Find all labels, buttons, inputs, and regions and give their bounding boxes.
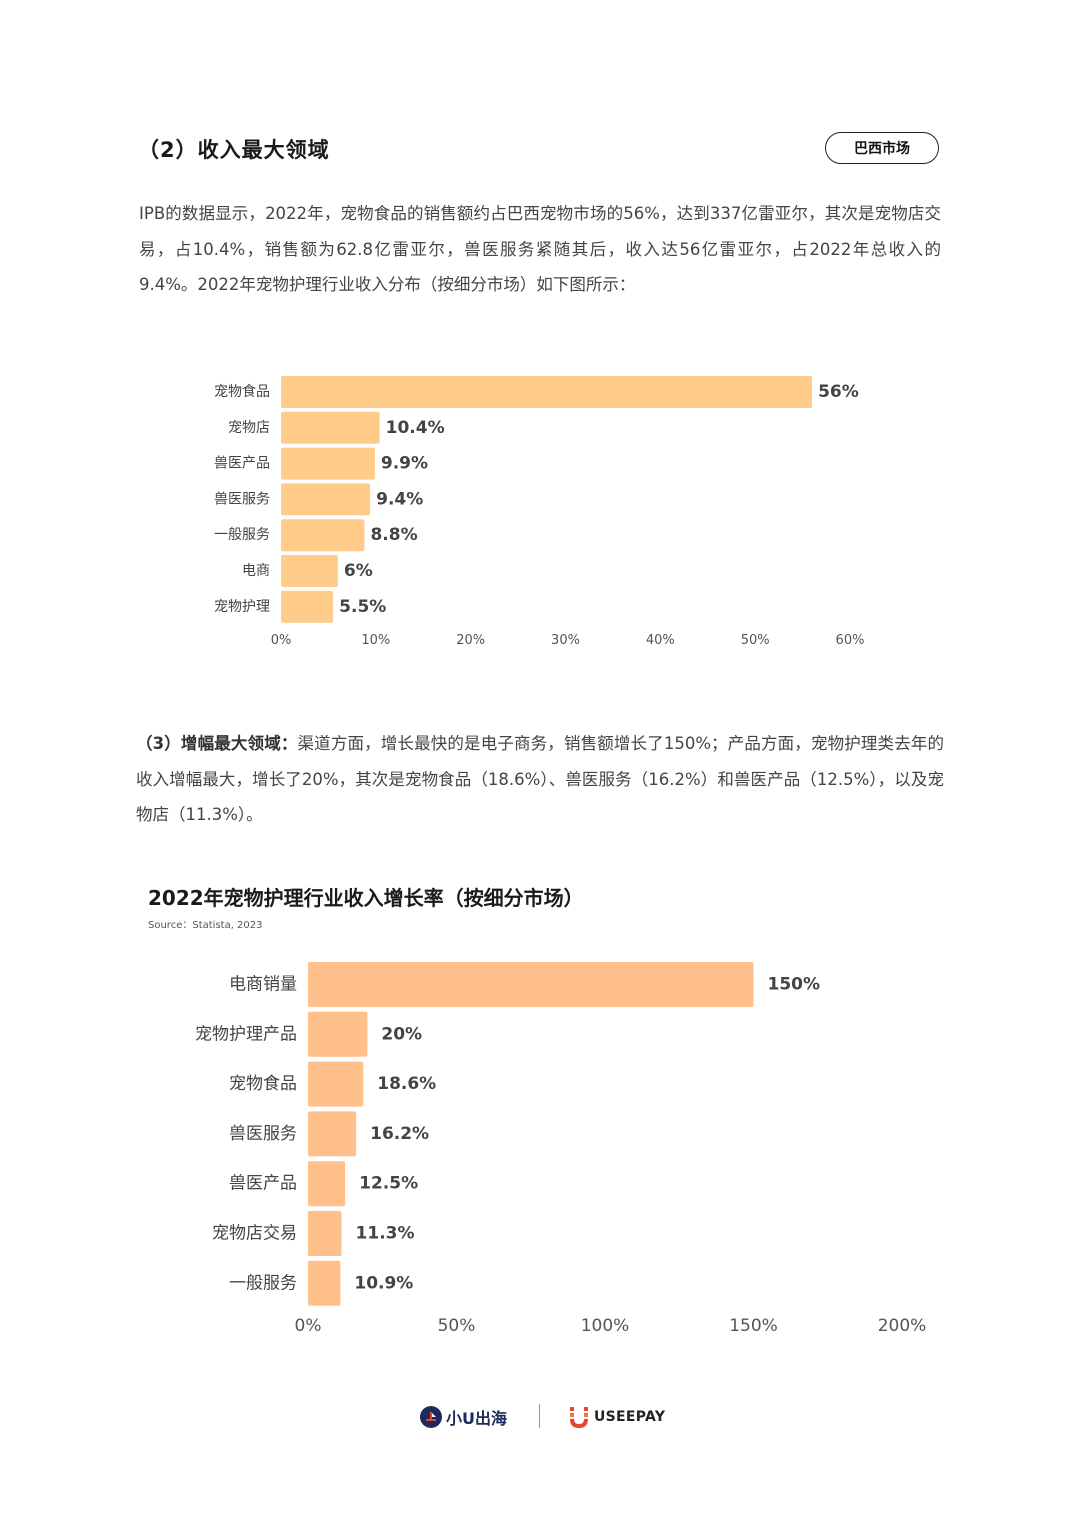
bar xyxy=(281,411,380,444)
growth-chart-title: 2022年宠物护理行业收入增长率（按细分市场） xyxy=(148,886,584,910)
tick-label: 0% xyxy=(271,633,292,648)
useepay-logo-text: USEEPAY xyxy=(594,1409,666,1425)
bar xyxy=(308,1260,341,1306)
value-label: 16.2% xyxy=(370,1124,429,1144)
category-label: 电商销量 xyxy=(229,975,297,995)
tick-label: 50% xyxy=(438,1316,476,1336)
value-label: 10.9% xyxy=(354,1273,413,1293)
bar xyxy=(281,519,365,552)
useepay-logo-icon xyxy=(570,1407,588,1428)
tick-label: 10% xyxy=(361,633,390,648)
growth-paragraph: （3）增幅最大领域：渠道方面，增长最快的是电子商务，销售额增长了150%；产品方… xyxy=(136,726,944,833)
category-label: 一般服务 xyxy=(229,1273,297,1293)
growth-rate-chart: 电商销量 150% 宠物护理产品 20% 宠物食品 18.6% 兽医服务 16.2% 兽医产品 1… xyxy=(195,962,927,1336)
bar xyxy=(308,1111,357,1157)
value-label: 9.9% xyxy=(381,454,428,474)
tick-label: 20% xyxy=(456,633,485,648)
tick-label: 30% xyxy=(551,633,580,648)
section-title: （2）收入最大领域 xyxy=(138,138,330,162)
category-label: 电商 xyxy=(242,563,270,579)
category-label: 兽医服务 xyxy=(229,1124,297,1144)
bar xyxy=(281,590,334,623)
tick-label: 40% xyxy=(646,633,675,648)
footer-divider xyxy=(539,1404,540,1428)
growth-paragraph-body: 渠道方面，增长最快的是电子商务，销售额增长了150%；产品方面，宠物护理类去年的… xyxy=(136,734,945,824)
bar xyxy=(281,555,338,587)
category-label: 宠物店 xyxy=(228,420,270,436)
tick-label: 0% xyxy=(295,1316,322,1336)
value-label: 5.5% xyxy=(339,597,386,617)
value-label: 18.6% xyxy=(377,1074,436,1094)
tick-label: 50% xyxy=(741,633,770,648)
value-label: 11.3% xyxy=(356,1224,415,1244)
bar xyxy=(308,1011,368,1057)
category-label: 兽医产品 xyxy=(214,456,270,472)
market-tag: 巴西市场 xyxy=(825,132,939,164)
bar xyxy=(281,376,813,408)
value-label: 10.4% xyxy=(386,418,445,438)
category-label: 宠物食品 xyxy=(229,1074,297,1094)
xiaou-logo-icon xyxy=(420,1406,442,1428)
value-label: 12.5% xyxy=(359,1174,418,1194)
category-label: 宠物食品 xyxy=(214,383,270,400)
category-label: 兽医产品 xyxy=(229,1174,297,1194)
useepay-logo: USEEPAY xyxy=(568,1405,665,1429)
category-label: 宠物店交易 xyxy=(212,1224,297,1244)
bar xyxy=(308,1161,346,1207)
category-label: 宠物护理 xyxy=(214,599,270,615)
intro-paragraph: IPB的数据显示，2022年，宠物食品的销售额约占巴西宠物市场的56%，达到33… xyxy=(139,204,941,294)
value-label: 20% xyxy=(381,1024,422,1044)
tick-label: 100% xyxy=(581,1316,630,1336)
bar xyxy=(308,962,754,1007)
revenue-share-chart: 宠物食品 56% 宠物店 10.4% 兽医产品 9.9% 兽医服务 9.4% 一般服务 8.8% 电… xyxy=(214,376,865,648)
bar xyxy=(281,483,371,516)
value-label: 6% xyxy=(344,561,373,581)
tick-label: 60% xyxy=(836,633,865,648)
bar xyxy=(308,1061,364,1107)
growth-chart-source: Source：Statista, 2023 xyxy=(148,920,263,931)
growth-paragraph-lead: （3）增幅最大领域： xyxy=(136,734,298,753)
category-label: 一般服务 xyxy=(214,527,270,543)
category-label: 宠物护理产品 xyxy=(195,1024,297,1044)
value-label: 9.4% xyxy=(376,489,423,509)
value-label: 150% xyxy=(768,975,821,995)
value-label: 8.8% xyxy=(370,525,417,545)
bar xyxy=(281,447,375,480)
tick-label: 150% xyxy=(729,1316,778,1336)
value-label: 56% xyxy=(818,382,859,402)
footer: 小U出海 USEEPAY xyxy=(0,1402,1080,1432)
xiaou-logo: 小U出海 xyxy=(420,1405,507,1429)
bar xyxy=(308,1211,342,1256)
xiaou-logo-text: 小U出海 xyxy=(446,1409,507,1428)
tick-label: 200% xyxy=(878,1316,927,1336)
category-label: 兽医服务 xyxy=(214,491,270,507)
